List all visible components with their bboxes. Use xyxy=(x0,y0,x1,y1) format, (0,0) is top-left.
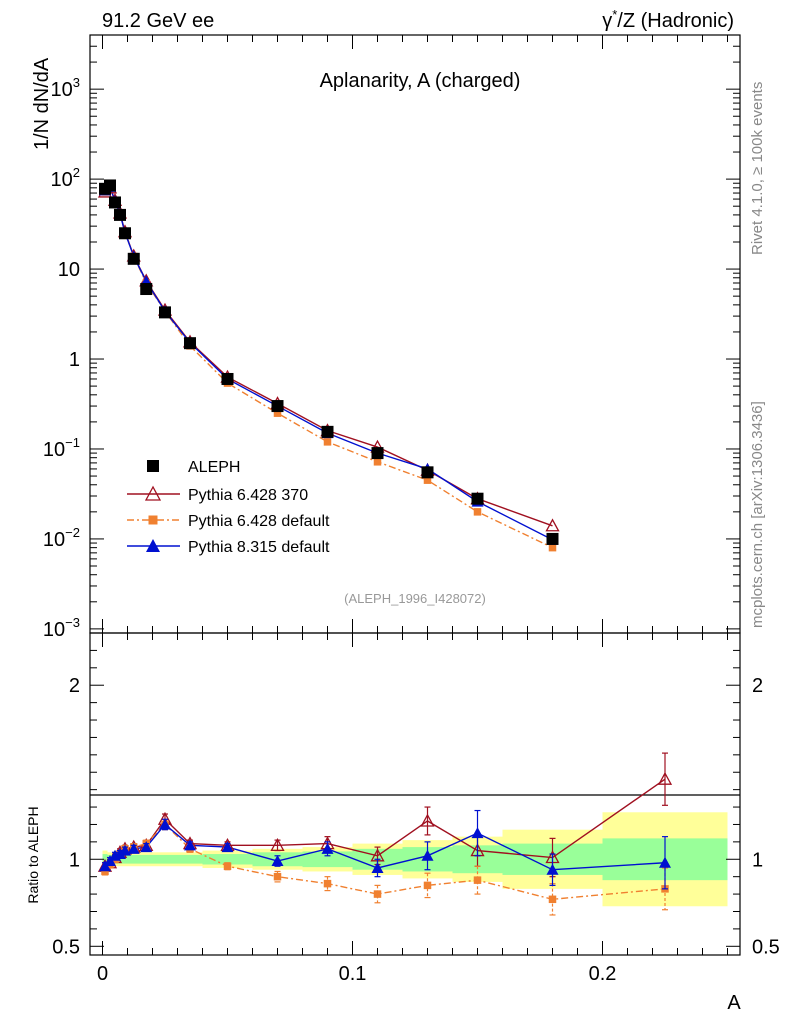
ratio-point-py6_370 xyxy=(420,813,435,827)
main-point-aleph xyxy=(159,306,171,319)
ratio-point-py8 xyxy=(471,827,484,839)
main-point-aleph xyxy=(421,466,434,479)
ratio-point-py6_default xyxy=(223,862,232,870)
main-point-py6_default xyxy=(548,543,557,552)
ratio-ytick-label-left: 1 xyxy=(69,849,80,871)
main-point-aleph xyxy=(546,532,559,545)
ratio-ylabel: Ratio to ALEPH xyxy=(25,806,41,903)
main-line-py6_370 xyxy=(104,186,553,527)
ratio-band-stat xyxy=(152,854,178,864)
main-ytick-label: 102 xyxy=(51,165,80,191)
legend: ALEPH Pythia 6.428 370 Pythia 6.428 defaul… xyxy=(127,459,330,556)
ratio-point-py8 xyxy=(119,844,131,856)
ratio-point-py8 xyxy=(659,856,671,868)
main-point-aleph xyxy=(109,196,121,209)
legend-label-aleph: ALEPH xyxy=(188,459,240,476)
ratio-point-py8 xyxy=(371,861,384,873)
ratio-point-py6_default xyxy=(323,879,332,888)
main-point-py6_default xyxy=(423,476,432,484)
ratio-ytick-label-right: 2 xyxy=(752,675,763,697)
main-point-aleph xyxy=(271,400,284,413)
ratio-point-py6_default xyxy=(101,867,109,876)
ratio-point-py6_default xyxy=(273,872,282,881)
ratio-point-py8 xyxy=(221,841,234,853)
ratio-point-py8 xyxy=(546,863,559,875)
legend-marker-py6_default xyxy=(148,515,158,525)
ratio-frame xyxy=(89,632,741,956)
main-point-aleph xyxy=(471,492,484,505)
ratio-point-py8 xyxy=(114,848,126,860)
main-point-py6_default xyxy=(323,438,332,446)
process-label: γ*/Z (Hadronic) xyxy=(602,7,734,32)
ratio-panel: 0.5 0.5 1 1 2 2 0 0.1 0.2 Ratio to ALEPH A xyxy=(25,632,780,1014)
main-panel: Aplanarity, A (charged) 1/N dN/dA (ALEPH… xyxy=(31,34,741,641)
main-ytick-label: 10−1 xyxy=(43,435,80,461)
main-point-aleph xyxy=(371,447,384,460)
x-axis-label: A xyxy=(727,992,741,1014)
ratio-band-stat xyxy=(177,854,203,864)
xtick-label: 0.1 xyxy=(339,963,367,985)
ratio-point-py6_370 xyxy=(657,771,673,785)
ratio-point-py8 xyxy=(184,839,196,851)
main-line-py8 xyxy=(104,185,553,541)
ratio-point-py8 xyxy=(321,842,334,854)
ratio-ytick-label-right: 1 xyxy=(752,849,763,871)
ratio-band-stat xyxy=(140,854,153,864)
main-point-aleph xyxy=(184,337,196,350)
legend-marker-py6_370 xyxy=(144,485,162,501)
legend-label-py8: Pythia 8.315 default xyxy=(188,539,330,556)
main-point-py6_370 xyxy=(545,518,560,532)
ratio-point-py6_default xyxy=(423,881,432,890)
ratio-band-stat xyxy=(202,854,253,865)
ratio-point-py8 xyxy=(140,841,153,853)
main-ytick-label: 1 xyxy=(69,349,80,371)
legend-marker-py8 xyxy=(146,539,160,552)
ratio-band-stat xyxy=(122,854,128,864)
main-point-py6_default xyxy=(373,458,382,466)
ratio-ytick-label-left: 2 xyxy=(69,675,80,697)
energy-label: 91.2 GeV ee xyxy=(102,10,214,32)
ratio-point-py8 xyxy=(421,849,434,861)
ratio-point-py8 xyxy=(271,855,284,867)
main-point-aleph xyxy=(119,227,131,240)
ratio-band-stat xyxy=(127,854,140,864)
main-point-aleph xyxy=(321,425,334,438)
main-point-py6_default xyxy=(273,409,282,417)
ratio-ytick-label-left: 0.5 xyxy=(52,936,80,958)
ratio-point-py6_370 xyxy=(270,837,285,851)
main-point-aleph xyxy=(140,283,153,296)
ratio-band-stat xyxy=(302,851,353,868)
xtick-label: 0.2 xyxy=(589,963,617,985)
main-ytick-label: 10−3 xyxy=(43,615,80,641)
ratio-point-py6_default xyxy=(548,895,557,904)
main-ytick-label: 10 xyxy=(58,259,80,281)
main-title: Aplanarity, A (charged) xyxy=(320,70,521,92)
ratio-point-py6_default xyxy=(373,890,382,898)
main-ylabel: 1/N dN/dA xyxy=(31,57,53,150)
ratio-point-py8 xyxy=(127,842,140,854)
mcplots-reference-label: mcplots.cern.ch [arXiv:1306.3436] xyxy=(749,401,766,628)
ratio-point-py6_default xyxy=(473,876,482,884)
main-point-aleph xyxy=(221,372,234,385)
legend-marker-aleph xyxy=(147,460,159,472)
main-point-aleph xyxy=(114,208,126,221)
analysis-reference-label: (ALEPH_1996_I428072) xyxy=(344,591,486,606)
main-point-aleph xyxy=(127,252,140,265)
ratio-ytick-label-right: 0.5 xyxy=(752,936,780,958)
legend-label-py6_370: Pythia 6.428 370 xyxy=(188,487,308,504)
main-point-aleph xyxy=(104,179,116,192)
ratio-point-py8 xyxy=(159,818,171,830)
main-ytick-label: 103 xyxy=(51,75,80,101)
main-point-py6_default xyxy=(473,508,482,516)
rivet-version-label: Rivet 4.1.0, ≥ 100k events xyxy=(749,82,766,255)
legend-label-py6_default: Pythia 6.428 default xyxy=(188,513,330,530)
xtick-label: 0 xyxy=(97,963,108,985)
main-ytick-label: 10−2 xyxy=(43,525,80,551)
